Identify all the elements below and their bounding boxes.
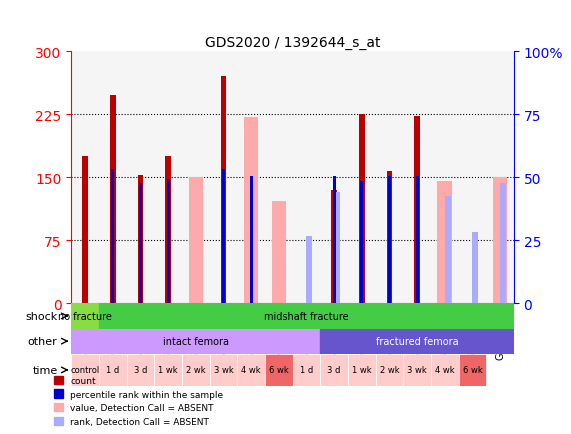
Bar bbox=[320, 329, 514, 354]
Bar bbox=[110, 95, 116, 304]
Bar bbox=[493, 178, 507, 304]
Bar bbox=[500, 184, 506, 304]
Bar bbox=[82, 157, 88, 304]
Bar bbox=[222, 169, 225, 304]
Bar bbox=[238, 354, 265, 386]
Text: 1 wk: 1 wk bbox=[158, 365, 178, 375]
Bar bbox=[250, 176, 252, 304]
Bar bbox=[307, 237, 312, 304]
Bar bbox=[165, 157, 171, 304]
Bar bbox=[376, 354, 403, 386]
Bar bbox=[71, 304, 99, 329]
Text: time: time bbox=[33, 365, 58, 375]
Bar bbox=[210, 354, 238, 386]
Text: 2 wk: 2 wk bbox=[186, 365, 206, 375]
Text: 3 wk: 3 wk bbox=[407, 365, 427, 375]
Title: GDS2020 / 1392644_s_at: GDS2020 / 1392644_s_at bbox=[205, 36, 380, 49]
Bar bbox=[334, 192, 340, 304]
Bar bbox=[348, 354, 376, 386]
Bar bbox=[387, 171, 392, 304]
Bar bbox=[359, 115, 365, 304]
Text: shock: shock bbox=[25, 311, 58, 321]
Text: intact femora: intact femora bbox=[163, 336, 229, 346]
Text: fractured femora: fractured femora bbox=[376, 336, 459, 346]
Bar bbox=[388, 176, 391, 304]
Bar bbox=[188, 178, 203, 304]
Text: 1 d: 1 d bbox=[106, 365, 119, 375]
Bar bbox=[333, 176, 336, 304]
Text: 4 wk: 4 wk bbox=[435, 365, 455, 375]
Bar bbox=[167, 180, 170, 304]
Bar bbox=[445, 196, 451, 304]
Bar bbox=[292, 354, 320, 386]
Bar bbox=[154, 354, 182, 386]
Bar bbox=[272, 201, 286, 304]
Bar bbox=[416, 176, 419, 304]
Bar bbox=[71, 329, 320, 354]
Text: 4 wk: 4 wk bbox=[242, 365, 261, 375]
Text: 3 d: 3 d bbox=[327, 365, 341, 375]
Bar bbox=[138, 175, 143, 304]
Bar bbox=[265, 354, 292, 386]
Bar bbox=[360, 182, 363, 304]
Text: midshaft fracture: midshaft fracture bbox=[264, 311, 349, 321]
Bar bbox=[71, 354, 99, 386]
Text: other: other bbox=[28, 336, 58, 346]
Bar bbox=[403, 354, 431, 386]
Bar bbox=[459, 354, 486, 386]
Text: 3 wk: 3 wk bbox=[214, 365, 234, 375]
Text: 1 wk: 1 wk bbox=[352, 365, 372, 375]
Bar bbox=[414, 117, 420, 304]
Bar bbox=[431, 354, 459, 386]
Text: 1 d: 1 d bbox=[300, 365, 313, 375]
Bar bbox=[331, 191, 337, 304]
Bar bbox=[127, 354, 154, 386]
Bar bbox=[244, 118, 259, 304]
Bar bbox=[472, 232, 478, 304]
Text: control: control bbox=[71, 365, 100, 375]
Bar bbox=[182, 354, 210, 386]
Bar bbox=[437, 182, 452, 304]
Text: 6 wk: 6 wk bbox=[463, 365, 482, 375]
Text: 6 wk: 6 wk bbox=[269, 365, 289, 375]
Text: 2 wk: 2 wk bbox=[380, 365, 399, 375]
Bar bbox=[139, 184, 142, 304]
Text: 3 d: 3 d bbox=[134, 365, 147, 375]
Bar bbox=[111, 169, 114, 304]
Bar bbox=[320, 354, 348, 386]
Legend: count, percentile rank within the sample, value, Detection Call = ABSENT, rank, : count, percentile rank within the sample… bbox=[50, 372, 227, 430]
Bar bbox=[99, 354, 127, 386]
Bar bbox=[220, 77, 226, 304]
Text: no fracture: no fracture bbox=[58, 311, 112, 321]
